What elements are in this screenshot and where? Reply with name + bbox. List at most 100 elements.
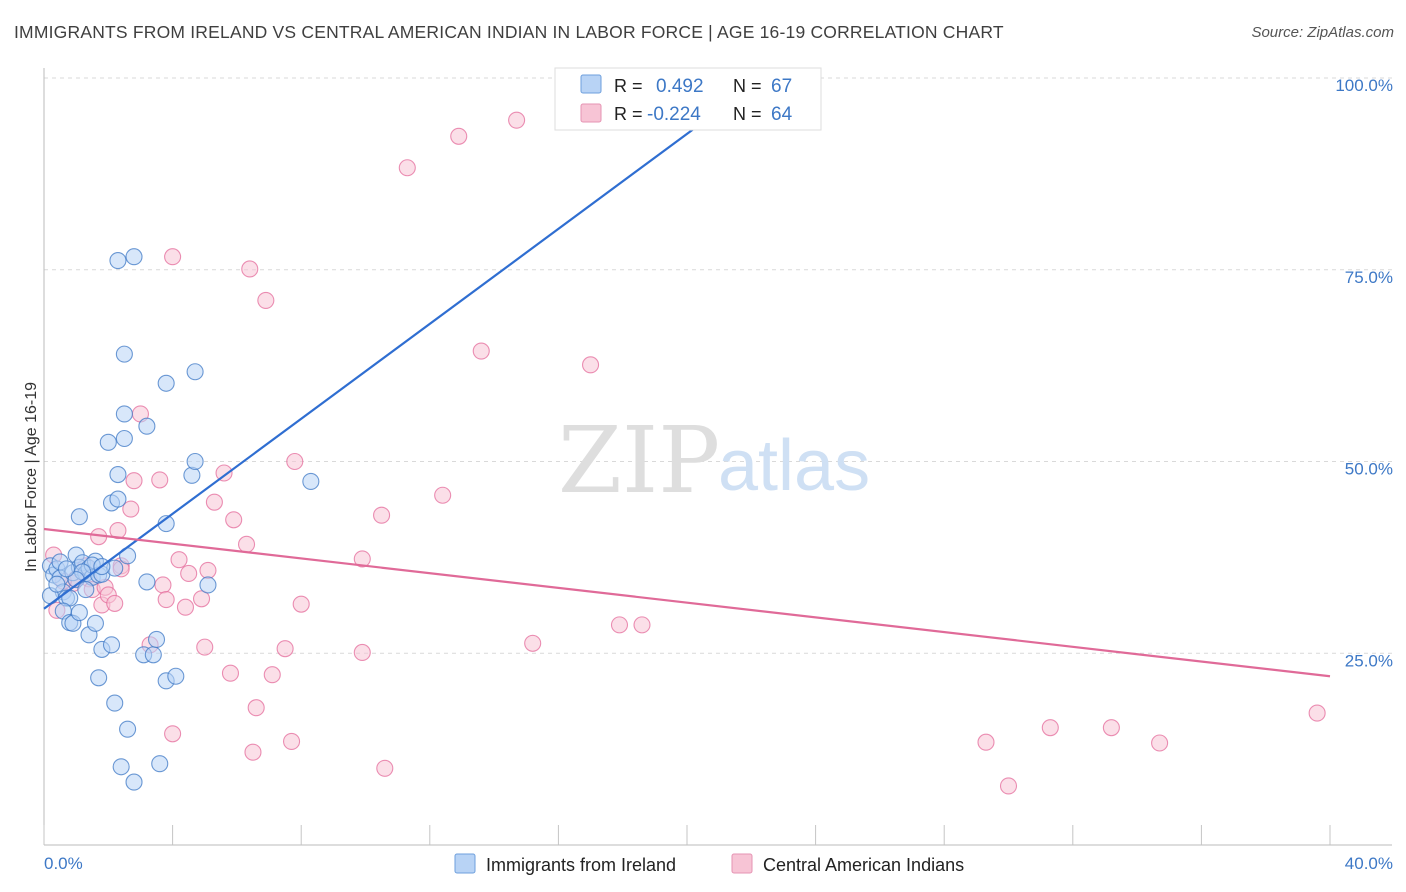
data-point	[164, 725, 182, 743]
y-tick-label: 100.0%	[1335, 76, 1393, 95]
y-tick-label: 75.0%	[1345, 268, 1393, 287]
data-point	[1308, 704, 1326, 722]
data-point	[302, 472, 320, 490]
data-point	[263, 666, 281, 684]
data-point	[276, 640, 294, 658]
axes	[43, 68, 1392, 846]
x-tick-label: 40.0%	[1345, 854, 1393, 873]
legend-r-label-pink: R =	[614, 104, 643, 124]
data-point	[122, 500, 140, 518]
data-point	[215, 464, 233, 482]
bottom-legend-swatch-blue	[454, 853, 476, 874]
grid	[44, 77, 1392, 654]
data-point	[99, 433, 117, 451]
bottom-legend-swatch-pink	[731, 853, 753, 874]
watermark-zip: ZIP	[558, 407, 720, 514]
data-point	[157, 591, 175, 609]
data-point	[610, 616, 629, 634]
data-point	[244, 743, 262, 761]
trend-line-blue	[43, 111, 717, 610]
data-point	[633, 616, 651, 634]
data-point	[247, 699, 265, 717]
data-point	[450, 127, 468, 145]
data-point	[125, 472, 143, 490]
data-point	[106, 694, 124, 712]
data-point	[151, 755, 169, 773]
series-immigrants-from-ireland	[41, 69, 635, 791]
legend-n-label-blue: N =	[733, 76, 762, 96]
data-point	[77, 581, 95, 599]
legend-n-label-pink: N =	[733, 104, 762, 124]
data-point	[176, 598, 195, 616]
data-point	[157, 374, 175, 392]
data-point	[237, 535, 256, 553]
data-point	[241, 260, 259, 278]
data-point	[147, 630, 166, 648]
data-point	[186, 363, 204, 381]
data-point	[286, 452, 304, 471]
bottom-legend-label-pink: Central American Indians	[763, 855, 964, 875]
data-point	[164, 248, 182, 266]
data-point	[524, 634, 542, 652]
data-point	[170, 551, 188, 569]
data-point	[102, 636, 121, 654]
data-point	[353, 643, 371, 662]
data-point	[196, 638, 214, 656]
legend-n-value-pink: 64	[771, 104, 793, 125]
data-point	[70, 508, 88, 526]
data-point	[999, 777, 1018, 795]
top-legend: R = 0.492 N = 67 R = -0.224 N = 64	[554, 67, 822, 131]
legend-r-value-blue: 0.492	[656, 76, 704, 97]
data-point	[199, 576, 217, 594]
chart-source: Source: ZipAtlas.com	[1251, 24, 1394, 41]
data-point	[154, 576, 172, 594]
y-tick-label: 25.0%	[1345, 651, 1393, 670]
data-point	[398, 159, 416, 177]
data-point	[112, 758, 130, 776]
data-point	[192, 590, 211, 608]
data-point	[138, 417, 156, 435]
data-point	[48, 575, 66, 593]
data-point	[119, 720, 137, 738]
data-point	[508, 111, 526, 129]
data-point	[225, 511, 243, 529]
watermark-atlas: atlas	[718, 426, 870, 506]
data-point	[167, 667, 185, 685]
data-point	[205, 493, 223, 511]
data-point	[353, 550, 371, 568]
data-point	[138, 573, 156, 591]
data-point	[581, 356, 600, 374]
y-axis-title: In Labor Force | Age 16-19	[23, 382, 40, 572]
bottom-legend-label-blue: Immigrants from Ireland	[486, 855, 676, 875]
data-point	[125, 773, 143, 791]
data-point	[180, 564, 198, 583]
data-point	[90, 669, 108, 687]
data-point	[70, 604, 88, 622]
data-point	[977, 733, 995, 751]
data-point	[472, 342, 490, 360]
bottom-legend: Immigrants from Ireland Central American…	[454, 853, 964, 875]
data-point	[1102, 719, 1120, 737]
data-point	[1041, 719, 1059, 737]
data-point	[199, 561, 217, 579]
data-point	[373, 506, 391, 524]
data-point	[115, 405, 133, 423]
data-point	[144, 646, 162, 664]
data-point	[221, 664, 240, 682]
trend-lines	[43, 111, 1331, 678]
legend-r-label-blue: R =	[614, 76, 643, 96]
data-point	[376, 759, 394, 777]
x-tick-label: 0.0%	[44, 854, 83, 873]
data-point	[57, 560, 76, 578]
chart-title: IMMIGRANTS FROM IRELAND VS CENTRAL AMERI…	[14, 22, 1004, 42]
data-point	[86, 614, 104, 632]
legend-n-value-blue: 67	[771, 76, 792, 97]
data-point	[109, 490, 127, 508]
data-point	[115, 345, 133, 363]
data-point	[109, 251, 127, 270]
watermark: ZIP atlas	[558, 407, 870, 514]
data-point	[283, 732, 301, 751]
x-tick-labels: 0.0% 40.0%	[44, 854, 1393, 873]
data-point	[109, 465, 127, 484]
